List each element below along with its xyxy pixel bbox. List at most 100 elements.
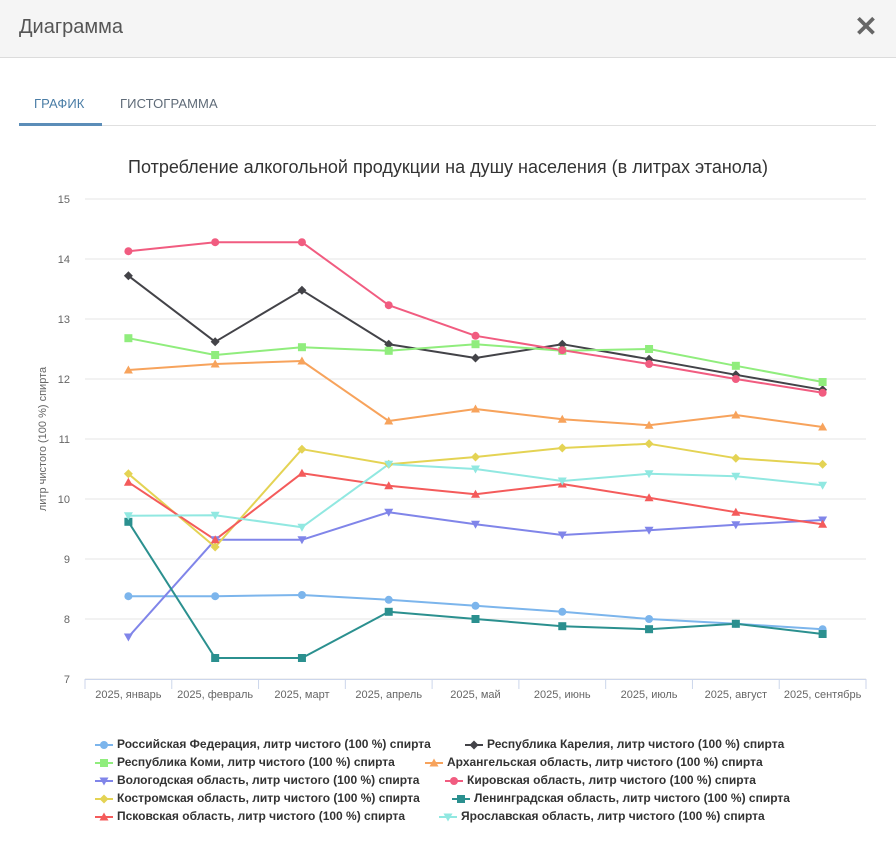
data-point[interactable] — [297, 444, 307, 454]
data-point[interactable] — [384, 416, 394, 425]
data-point[interactable] — [645, 360, 654, 368]
data-point[interactable] — [211, 238, 220, 247]
data-point[interactable] — [210, 359, 220, 368]
legend-item[interactable]: Ярославская область, литр чистого (100 %… — [439, 808, 765, 825]
data-point[interactable] — [471, 404, 480, 413]
legend-marker-icon[interactable] — [99, 794, 109, 804]
data-point[interactable] — [471, 452, 480, 462]
data-point[interactable] — [123, 633, 133, 642]
data-point[interactable] — [384, 595, 393, 604]
data-point[interactable] — [297, 238, 306, 247]
data-point[interactable] — [297, 468, 307, 477]
data-point[interactable] — [644, 420, 654, 429]
data-point[interactable] — [384, 339, 394, 349]
tab-graph[interactable]: ГРАФИК — [34, 96, 85, 111]
data-point[interactable] — [210, 535, 220, 544]
data-point[interactable] — [645, 345, 654, 353]
data-point[interactable] — [384, 301, 393, 310]
close-icon[interactable]: ✕ — [854, 11, 878, 42]
data-point[interactable] — [471, 353, 480, 363]
data-point[interactable] — [644, 493, 654, 502]
data-point[interactable] — [297, 343, 306, 352]
legend-item[interactable]: Республика Коми, литр чистого (100 %) сп… — [95, 754, 395, 771]
data-point[interactable] — [124, 334, 133, 343]
data-point[interactable] — [297, 285, 307, 295]
data-point[interactable] — [471, 520, 480, 529]
legend-marker-icon[interactable] — [100, 740, 108, 749]
data-point[interactable] — [211, 592, 220, 601]
legend-item[interactable]: Костромская область, литр чистого (100 %… — [95, 790, 420, 807]
legend-marker-icon[interactable] — [443, 813, 453, 822]
legend-marker-icon[interactable] — [457, 794, 465, 803]
legend-item[interactable]: Российская Федерация, литр чистого (100 … — [95, 736, 431, 753]
data-point[interactable] — [471, 489, 480, 498]
data-point[interactable] — [731, 361, 740, 370]
data-point[interactable] — [384, 460, 394, 469]
data-point[interactable] — [557, 443, 567, 453]
data-point[interactable] — [645, 625, 654, 634]
data-point[interactable] — [557, 531, 567, 540]
legend-marker-icon[interactable] — [99, 812, 109, 821]
data-point[interactable] — [124, 517, 133, 526]
data-point[interactable] — [558, 622, 567, 631]
legend-marker-icon[interactable] — [99, 777, 109, 786]
data-point[interactable] — [384, 508, 394, 517]
legend-item[interactable]: Архангельская область, литр чистого (100… — [425, 754, 763, 771]
data-point[interactable] — [818, 388, 827, 397]
data-point[interactable] — [731, 521, 741, 530]
data-point[interactable] — [124, 592, 133, 601]
data-point[interactable] — [297, 536, 307, 545]
legend-marker-icon[interactable] — [450, 776, 458, 785]
legend-item[interactable]: Республика Карелия, литр чистого (100 %)… — [465, 736, 784, 753]
legend-marker-icon[interactable] — [429, 758, 439, 767]
data-point[interactable] — [297, 591, 306, 599]
data-point[interactable] — [211, 351, 220, 359]
data-point[interactable] — [818, 630, 827, 638]
data-point[interactable] — [210, 542, 220, 552]
data-point[interactable] — [818, 378, 827, 386]
data-point[interactable] — [384, 481, 394, 490]
data-point[interactable] — [644, 470, 654, 479]
data-point[interactable] — [731, 472, 741, 481]
data-point[interactable] — [471, 340, 480, 349]
legend-item[interactable]: Ленинградская область, литр чистого (100… — [452, 790, 790, 807]
legend-item[interactable]: Вологодская область, литр чистого (100 %… — [95, 772, 419, 789]
data-point[interactable] — [123, 477, 133, 486]
data-point[interactable] — [123, 271, 133, 281]
data-point[interactable] — [558, 346, 567, 355]
legend-item[interactable]: Кировская область, литр чистого (100 %) … — [445, 772, 756, 789]
data-point[interactable] — [644, 526, 654, 535]
data-point[interactable] — [558, 607, 567, 616]
data-point[interactable] — [557, 477, 567, 486]
data-point[interactable] — [471, 331, 480, 340]
data-point[interactable] — [818, 481, 828, 490]
data-point[interactable] — [471, 601, 480, 610]
data-point[interactable] — [731, 507, 741, 516]
data-point[interactable] — [384, 607, 393, 616]
data-point[interactable] — [211, 654, 220, 662]
data-point[interactable] — [124, 247, 133, 256]
data-point[interactable] — [123, 512, 133, 521]
data-point[interactable] — [731, 375, 740, 383]
data-point[interactable] — [818, 519, 828, 528]
data-point[interactable] — [645, 615, 654, 623]
data-point[interactable] — [731, 453, 741, 463]
data-point[interactable] — [297, 654, 306, 662]
legend-item[interactable]: Псковская область, литр чистого (100 %) … — [95, 808, 405, 825]
series-line-9[interactable] — [127, 472, 823, 541]
data-point[interactable] — [557, 414, 567, 423]
series-line-6[interactable] — [128, 241, 823, 394]
data-point[interactable] — [123, 365, 133, 374]
data-point[interactable] — [297, 523, 307, 532]
legend-marker-icon[interactable] — [469, 740, 479, 750]
data-point[interactable] — [210, 337, 220, 347]
legend-marker-icon[interactable] — [100, 758, 108, 767]
series-line-8[interactable] — [127, 521, 823, 659]
data-point[interactable] — [297, 356, 307, 365]
data-point[interactable] — [644, 439, 654, 449]
tab-histogram[interactable]: ГИСТОГРАММА — [120, 96, 218, 111]
data-point[interactable] — [123, 469, 133, 479]
data-point[interactable] — [818, 459, 828, 469]
data-point[interactable] — [818, 422, 828, 431]
data-point[interactable] — [731, 410, 741, 419]
